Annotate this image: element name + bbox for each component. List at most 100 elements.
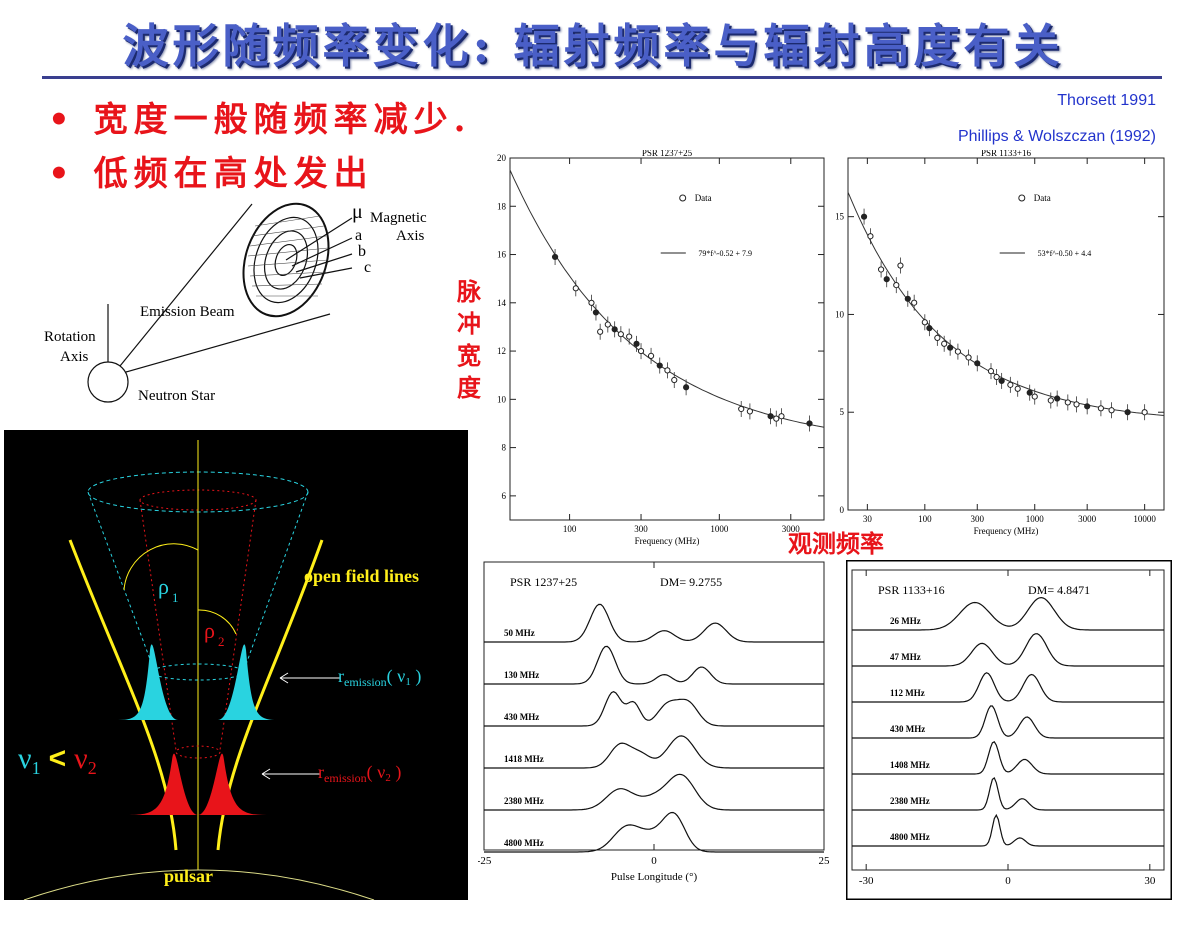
ref-thorsett: Thorsett 1991: [1057, 92, 1156, 109]
legend-fit: 79*f^-0.52 + 7.9: [698, 249, 752, 258]
data-point: [893, 282, 900, 289]
profile-trace: [852, 672, 1164, 703]
profile-trace: [484, 691, 824, 727]
x-axis-label: Frequency (MHz): [635, 536, 700, 546]
channel-label: 130 MHz: [504, 670, 539, 680]
profile-trace: [484, 645, 824, 685]
beam-geometry-diagram: μ Magnetic Axis a b c Emission Beam Rota…: [44, 201, 427, 404]
data-point: [867, 233, 874, 240]
x-tick-label: 0: [1005, 875, 1011, 887]
data-point: [604, 321, 611, 328]
bullet-2-text: 低频在高处发出: [93, 154, 374, 194]
data-point: [883, 276, 890, 283]
slide-title: 波形随频率变化: 辐射频率与辐射高度有关: [122, 19, 1064, 73]
chart-psr1237: PSR 1237+25 6 8 10 12 14 16 18 20 100 300 1000 3000 F…: [497, 150, 825, 546]
profile-psr-header: PSR 1133+16: [878, 583, 945, 597]
x-tick-label: -30: [859, 875, 874, 887]
data-point: [954, 348, 962, 355]
data-point: [1031, 393, 1038, 400]
data-point: [1064, 399, 1071, 406]
a-label: a: [355, 227, 362, 244]
data-point: [656, 362, 663, 369]
profiles-psr1237: PSR 1237+25 DM= 9.2755 -25 0 25 Pulse Longitu…: [478, 556, 830, 896]
data-point: [683, 384, 690, 391]
data-point: [806, 420, 813, 427]
ref-phillips: Phillips & Wolszczan (1992): [957, 128, 1156, 145]
plot-frame: [847, 157, 1165, 511]
data-point: [592, 309, 600, 316]
data-point: [998, 377, 1005, 385]
rotation-axis-label: Axis: [60, 349, 89, 365]
profile-trace: [852, 813, 1164, 847]
data-point: [1084, 403, 1091, 410]
data-point: [947, 344, 954, 351]
channel-label: 2380 MHz: [504, 796, 544, 806]
panel-frame: [846, 560, 1172, 900]
data-point: [1054, 395, 1061, 402]
data-point: [551, 253, 559, 261]
y-tick-label: 15: [836, 212, 845, 222]
channel-label: 112 MHz: [890, 688, 925, 698]
x-tick-label: 300: [634, 524, 648, 534]
data-point: [1047, 397, 1054, 404]
y-tick-label: 10: [497, 394, 507, 404]
rho1-label: ρ: [158, 574, 169, 599]
data-point: [647, 352, 655, 359]
rho2-label: ρ: [204, 618, 215, 643]
bullet-1: • 宽度一般随频率减少.: [48, 100, 472, 140]
x-tick-label: 1000: [710, 524, 729, 534]
data-point: [664, 367, 671, 374]
x-tick-label: 0: [651, 855, 657, 867]
data-point: [778, 413, 785, 420]
data-point: [926, 325, 933, 332]
y-tick-label: 6: [502, 491, 507, 501]
data-point: [746, 408, 753, 415]
x-tick-label: 3000: [782, 524, 801, 534]
x-axis-label: Pulse Longitude (°): [611, 871, 698, 883]
data-point: [911, 299, 918, 306]
channel-label: 430 MHz: [504, 712, 539, 722]
profile-trace: [484, 735, 824, 769]
profile-trace: [852, 776, 1164, 811]
rotation-label: Rotation: [44, 329, 96, 345]
profile-trace: [852, 633, 1164, 667]
r-emission-2-label: remission( ν2 ): [318, 762, 401, 785]
bullet-1-text: 宽度一般随频率减少.: [93, 100, 472, 140]
data-point: [877, 266, 885, 273]
open-field-lines-label: open field lines: [304, 566, 419, 586]
bullet-2: • 低频在高处发出: [48, 154, 374, 194]
profile-dm-header: DM= 4.8471: [1028, 583, 1090, 597]
channel-label: 4800 MHz: [504, 838, 544, 848]
pulse-width-vertical-label: 脉 冲 宽 度: [457, 278, 481, 402]
x-tick-label: 300: [971, 514, 985, 524]
y-tick-label: 20: [497, 153, 507, 163]
data-point: [1124, 409, 1131, 416]
data-point: [1108, 407, 1115, 414]
x-tick-label: 25: [819, 855, 831, 867]
data-point: [773, 415, 780, 422]
channel-label: 4800 MHz: [890, 832, 930, 842]
nu-inequality: ν1 < ν2: [18, 742, 97, 778]
magnetic-label: Magnetic: [370, 210, 427, 226]
data-point: [921, 319, 928, 326]
data-point: [767, 413, 774, 420]
channel-label: 2380 MHz: [890, 796, 930, 806]
data-point: [1026, 389, 1033, 396]
x-tick-label: 10000: [1133, 514, 1156, 524]
channel-label: 47 MHz: [890, 652, 921, 662]
data-point: [934, 334, 941, 342]
neutron-star-label: Neutron Star: [138, 388, 215, 404]
profiles-psr1133: PSR 1133+16 DM= 4.8471 -30 0 30 26 MHz 47 MHz 1…: [846, 560, 1172, 900]
mu-label: μ: [352, 201, 363, 223]
x-tick-label: 3000: [1078, 514, 1097, 524]
data-point: [588, 299, 595, 306]
rho1-sub: 1: [172, 590, 179, 605]
channel-label: 430 MHz: [890, 724, 925, 734]
data-point: [1141, 409, 1148, 416]
data-point: [611, 326, 618, 333]
data-point: [738, 405, 745, 413]
pulsar-label: pulsar: [164, 866, 213, 886]
emission-beam-label: Emission Beam: [140, 304, 235, 320]
emission-cone-diagram: open field lines ρ 1 ρ 2 remission( ν1 )…: [4, 430, 468, 900]
data-point: [637, 347, 645, 355]
